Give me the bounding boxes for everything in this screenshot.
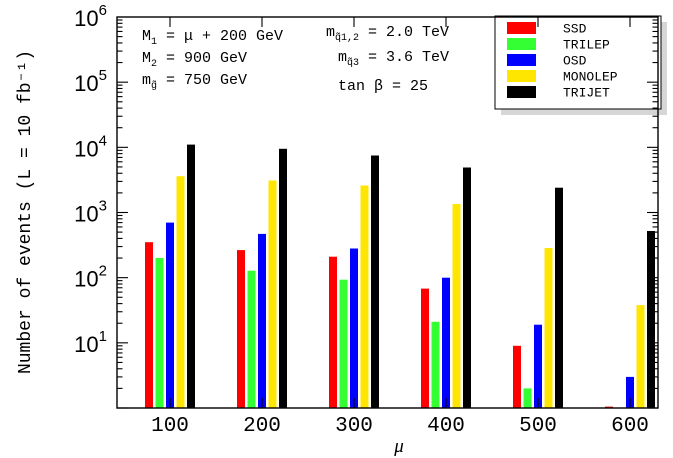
- bar-osd-400: [442, 277, 450, 408]
- bar-ssd-400: [421, 288, 429, 408]
- bar-ssd-100: [145, 242, 153, 408]
- y-tick-label-10: 101: [74, 328, 107, 357]
- y-axis-label: Number of events (L = 10 fb⁻¹): [16, 50, 36, 374]
- bar-ssd-200: [237, 250, 245, 408]
- annotation-m2: M2 = 900 GeV: [142, 50, 247, 70]
- annotation-mgluino: mg̃ = 750 GeV: [142, 72, 247, 92]
- bar-osd-100: [166, 222, 174, 408]
- annotation-msquark12: mq̃1,2 = 2.0 TeV: [326, 24, 449, 44]
- legend-label-monolep: MONOLEP: [563, 70, 618, 85]
- bar-monolep-600: [636, 305, 645, 408]
- bar-ssd-300: [329, 256, 337, 408]
- annotations: M1 = μ + 200 GeV M2 = 900 GeV mg̃ = 750 …: [142, 24, 449, 95]
- bar-osd-200: [258, 233, 266, 408]
- axis-ticks: [117, 17, 658, 409]
- x-tick-label-100: 100: [151, 415, 189, 438]
- bar-trijet-500: [555, 187, 563, 408]
- bar-trijet-400: [463, 167, 471, 408]
- x-axis-label: μ: [393, 436, 404, 457]
- y-tick-label-1000000: 106: [74, 2, 107, 31]
- bar-trijet-300: [371, 155, 379, 408]
- annotation-tanbeta: tan β = 25: [338, 78, 428, 95]
- y-tick-label-100000: 105: [74, 67, 107, 96]
- x-tick-label-500: 500: [519, 415, 557, 438]
- bar-osd-500: [534, 324, 542, 408]
- x-tick-label-300: 300: [335, 415, 373, 438]
- bar-trijet-100: [187, 144, 195, 408]
- bar-trilep-100: [155, 258, 164, 408]
- legend-swatch-ssd: [507, 22, 536, 34]
- x-tick-label-200: 200: [243, 415, 281, 438]
- y-tick-label-100: 102: [74, 263, 107, 292]
- annotation-m1: M1 = μ + 200 GeV: [142, 28, 283, 48]
- x-tick-label-400: 400: [427, 415, 465, 438]
- y-tick-label-10000: 104: [74, 132, 107, 161]
- bar-trilep-500: [523, 388, 532, 408]
- bar-osd-600: [626, 376, 634, 408]
- legend-swatch-monolep: [507, 70, 536, 82]
- bar-ssd-600: [605, 406, 613, 408]
- legend-label-trilep: TRILEP: [563, 38, 610, 53]
- bar-trilep-300: [339, 279, 348, 408]
- bar-monolep-100: [176, 176, 185, 408]
- bar-trilep-200: [247, 270, 256, 408]
- legend-swatch-osd: [507, 54, 536, 66]
- bar-monolep-400: [452, 204, 461, 408]
- legend-label-trijet: TRIJET: [563, 86, 610, 101]
- legend-label-ssd: SSD: [563, 22, 587, 37]
- bar-osd-300: [350, 248, 358, 408]
- y-tick-label-1000: 103: [74, 198, 107, 227]
- bar-ssd-500: [513, 345, 521, 408]
- y-tick-labels: 101 102 103 104 105 106: [74, 2, 107, 357]
- bar-trilep-400: [431, 321, 440, 408]
- bars: [145, 144, 655, 409]
- bar-monolep-200: [268, 180, 277, 408]
- legend-label-osd: OSD: [563, 54, 587, 69]
- legend-swatch-trijet: [507, 86, 536, 98]
- legend-swatch-trilep: [507, 38, 536, 50]
- bar-monolep-300: [360, 185, 369, 408]
- annotation-msquark3: mq̃3 = 3.6 TeV: [338, 49, 449, 69]
- bar-trijet-200: [279, 148, 287, 409]
- bar-monolep-500: [544, 248, 553, 408]
- bar-trijet-600: [647, 231, 655, 408]
- x-tick-labels: 100 200 300 400 500 600: [151, 415, 649, 438]
- x-tick-label-600: 600: [611, 415, 649, 438]
